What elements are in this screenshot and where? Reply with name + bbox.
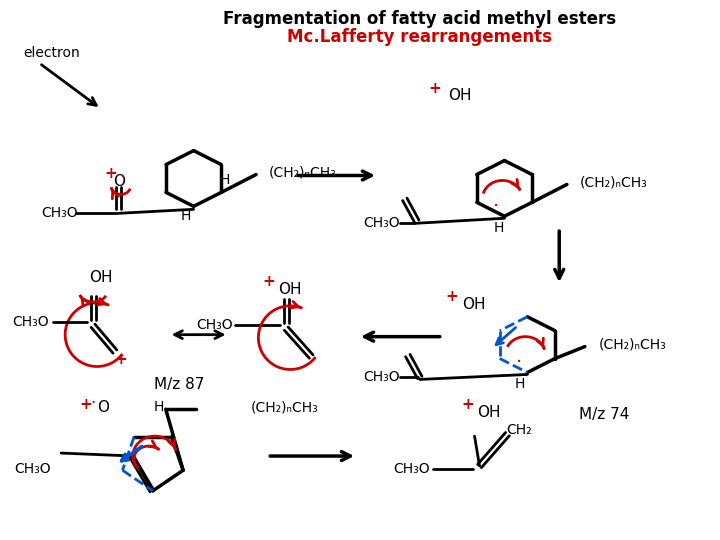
Text: CH₃O: CH₃O [14, 462, 51, 476]
Text: OH: OH [279, 282, 302, 298]
Text: OH: OH [89, 271, 112, 286]
Text: CH₃O: CH₃O [196, 318, 233, 332]
Text: +: + [445, 289, 458, 305]
Text: Fragmentation of fatty acid methyl esters: Fragmentation of fatty acid methyl ester… [223, 10, 616, 28]
Text: H: H [181, 210, 191, 223]
Text: +: + [114, 352, 127, 367]
Text: OH: OH [463, 298, 486, 312]
Text: ·: · [493, 197, 500, 216]
Text: O: O [97, 400, 109, 415]
Text: OH: OH [477, 405, 501, 420]
Text: CH₂: CH₂ [507, 423, 532, 437]
Text: Mc.Lafferty rearrangements: Mc.Lafferty rearrangements [287, 28, 552, 46]
Text: CH₃O: CH₃O [41, 206, 78, 220]
Text: H: H [153, 400, 164, 414]
Text: ·: · [119, 168, 125, 186]
Text: +: + [462, 397, 474, 412]
Text: H: H [493, 221, 504, 235]
Text: CH₃O: CH₃O [364, 370, 400, 384]
Text: (CH₂)ₙCH₃: (CH₂)ₙCH₃ [251, 400, 318, 414]
Text: +: + [104, 166, 117, 181]
Text: +: + [262, 274, 275, 289]
Text: +: + [428, 82, 441, 97]
Text: ·: · [91, 394, 96, 413]
Text: O: O [113, 174, 125, 189]
Text: H: H [220, 173, 230, 187]
Text: M/z 74: M/z 74 [579, 407, 629, 422]
Text: CH₃O: CH₃O [12, 315, 49, 329]
Text: (CH₂)ₙCH₃: (CH₂)ₙCH₃ [580, 176, 647, 190]
Text: M/z 87: M/z 87 [153, 377, 204, 392]
Text: CH₃O: CH₃O [364, 216, 400, 230]
Text: H: H [514, 377, 525, 392]
Text: (CH₂)ₙCH₃: (CH₂)ₙCH₃ [599, 338, 667, 352]
Text: +: + [80, 397, 92, 412]
Text: ·: · [516, 353, 523, 372]
Text: CH₃O: CH₃O [393, 462, 430, 476]
Text: (CH₂)ₙCH₃: (CH₂)ₙCH₃ [269, 165, 337, 179]
Text: OH: OH [448, 89, 471, 103]
Text: electron: electron [23, 46, 80, 60]
